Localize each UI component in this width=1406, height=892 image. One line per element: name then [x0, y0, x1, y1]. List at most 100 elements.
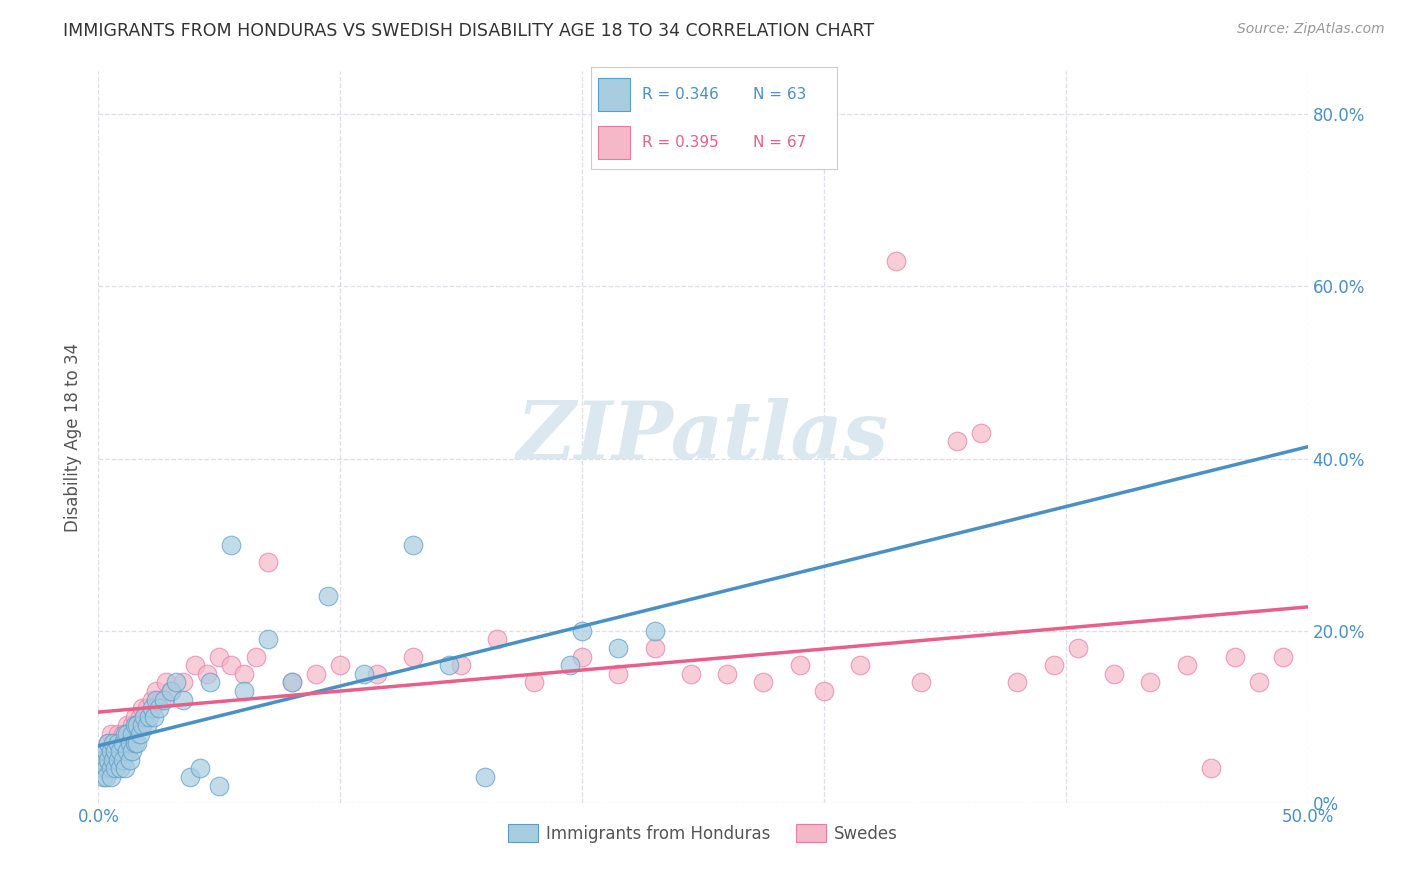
- Point: [208, 649, 231, 664]
- Point: [118, 727, 141, 741]
- Point: [131, 718, 153, 732]
- Point: [124, 718, 146, 732]
- Point: [184, 658, 207, 673]
- Point: [97, 753, 120, 767]
- Point: [104, 735, 127, 749]
- Point: [165, 675, 187, 690]
- Point: [1102, 666, 1125, 681]
- Point: [121, 718, 143, 732]
- Point: [97, 735, 120, 749]
- Point: [100, 770, 122, 784]
- Point: [152, 692, 174, 706]
- Point: [366, 666, 388, 681]
- Point: [946, 434, 969, 449]
- Point: [108, 744, 131, 758]
- Point: [101, 735, 124, 749]
- Point: [104, 753, 127, 767]
- Point: [100, 744, 122, 758]
- Point: [232, 666, 254, 681]
- Point: [402, 649, 425, 664]
- Point: [131, 701, 153, 715]
- Point: [100, 761, 122, 775]
- Point: [970, 425, 993, 440]
- Point: [90, 753, 112, 767]
- Point: [91, 761, 114, 775]
- Point: [145, 692, 167, 706]
- Point: [101, 744, 124, 758]
- Point: [571, 624, 593, 638]
- Text: IMMIGRANTS FROM HONDURAS VS SWEDISH DISABILITY AGE 18 TO 34 CORRELATION CHART: IMMIGRANTS FROM HONDURAS VS SWEDISH DISA…: [63, 22, 875, 40]
- Point: [221, 538, 243, 552]
- Point: [644, 640, 666, 655]
- Point: [127, 718, 149, 732]
- Bar: [598, 127, 630, 159]
- Point: [104, 744, 127, 758]
- Point: [1067, 640, 1090, 655]
- Point: [150, 692, 173, 706]
- Point: [100, 727, 122, 741]
- Point: [752, 675, 775, 690]
- Point: [1042, 658, 1064, 673]
- Point: [221, 658, 243, 673]
- Point: [94, 753, 117, 767]
- Point: [111, 735, 134, 749]
- Point: [571, 649, 593, 664]
- Point: [486, 632, 509, 647]
- Point: [1175, 658, 1198, 673]
- Point: [172, 675, 194, 690]
- Point: [111, 727, 134, 741]
- Point: [108, 744, 131, 758]
- Point: [910, 675, 932, 690]
- Point: [118, 753, 141, 767]
- Point: [558, 658, 581, 673]
- Point: [172, 692, 194, 706]
- Point: [108, 761, 131, 775]
- Point: [117, 727, 139, 741]
- Point: [160, 684, 183, 698]
- Point: [128, 727, 150, 741]
- Point: [155, 675, 177, 690]
- Point: [135, 718, 157, 732]
- Point: [135, 701, 157, 715]
- Text: R = 0.346: R = 0.346: [643, 87, 718, 102]
- Point: [124, 735, 146, 749]
- Point: [245, 649, 267, 664]
- Point: [256, 555, 278, 569]
- Point: [111, 753, 134, 767]
- Point: [607, 666, 630, 681]
- Point: [316, 589, 339, 603]
- Point: [644, 624, 666, 638]
- Point: [100, 753, 122, 767]
- Point: [148, 701, 170, 715]
- Point: [128, 710, 150, 724]
- Point: [195, 666, 218, 681]
- Legend: Immigrants from Honduras, Swedes: Immigrants from Honduras, Swedes: [502, 818, 904, 849]
- Point: [281, 675, 304, 690]
- Point: [121, 727, 143, 741]
- Point: [232, 684, 254, 698]
- Point: [97, 735, 120, 749]
- Text: R = 0.395: R = 0.395: [643, 136, 718, 151]
- Point: [118, 735, 141, 749]
- Point: [188, 761, 211, 775]
- Point: [107, 735, 129, 749]
- Point: [91, 770, 114, 784]
- Point: [305, 666, 328, 681]
- Point: [117, 718, 139, 732]
- Point: [134, 710, 156, 724]
- Point: [1007, 675, 1029, 690]
- Point: [107, 753, 129, 767]
- Text: N = 67: N = 67: [754, 136, 806, 151]
- Point: [886, 253, 908, 268]
- Point: [523, 675, 546, 690]
- Text: N = 63: N = 63: [754, 87, 806, 102]
- Point: [402, 538, 425, 552]
- Point: [1223, 649, 1246, 664]
- Point: [1249, 675, 1271, 690]
- Point: [1199, 761, 1222, 775]
- Point: [437, 658, 460, 673]
- Point: [813, 684, 835, 698]
- Point: [94, 761, 117, 775]
- Bar: [598, 78, 630, 111]
- Point: [198, 675, 221, 690]
